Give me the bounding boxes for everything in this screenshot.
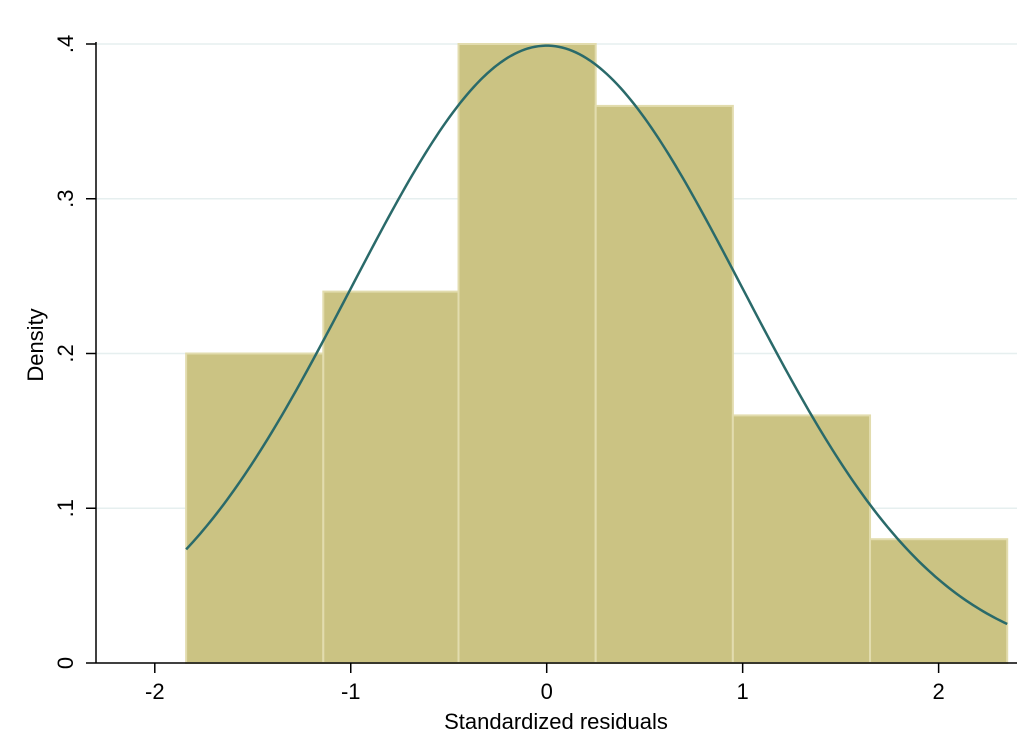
histogram-bar-3	[457, 43, 597, 664]
normal-density-curve	[185, 44, 1008, 626]
y-axis-ticks: 0 .1 .2 .3 .4	[53, 35, 96, 669]
histogram-bar-5	[731, 414, 872, 664]
histogram-bar-6	[869, 538, 1009, 665]
y-tick-label-3: .3	[53, 190, 78, 208]
histogram-bar-2	[322, 290, 460, 664]
x-tick-label-0: -2	[145, 679, 165, 704]
y-tick-label-4: .4	[53, 35, 78, 53]
x-axis-title: Standardized residuals	[444, 709, 668, 734]
y-tick-label-1: .1	[53, 499, 78, 517]
x-axis-ticks: -2 -1 0 1 2	[145, 663, 945, 704]
x-tick-label-1: -1	[341, 679, 361, 704]
histogram-bar-1	[185, 352, 325, 664]
y-tick-label-2: .2	[53, 344, 78, 362]
normal-curve-layer	[185, 44, 1008, 626]
histogram-bars	[185, 43, 1009, 665]
y-tick-label-0: 0	[53, 657, 78, 669]
histogram-bar-4	[594, 104, 734, 664]
y-axis-title: Density	[23, 308, 48, 381]
x-tick-label-4: 2	[932, 679, 944, 704]
x-tick-label-3: 1	[737, 679, 749, 704]
axes	[95, 42, 1017, 664]
x-tick-label-2: 0	[541, 679, 553, 704]
